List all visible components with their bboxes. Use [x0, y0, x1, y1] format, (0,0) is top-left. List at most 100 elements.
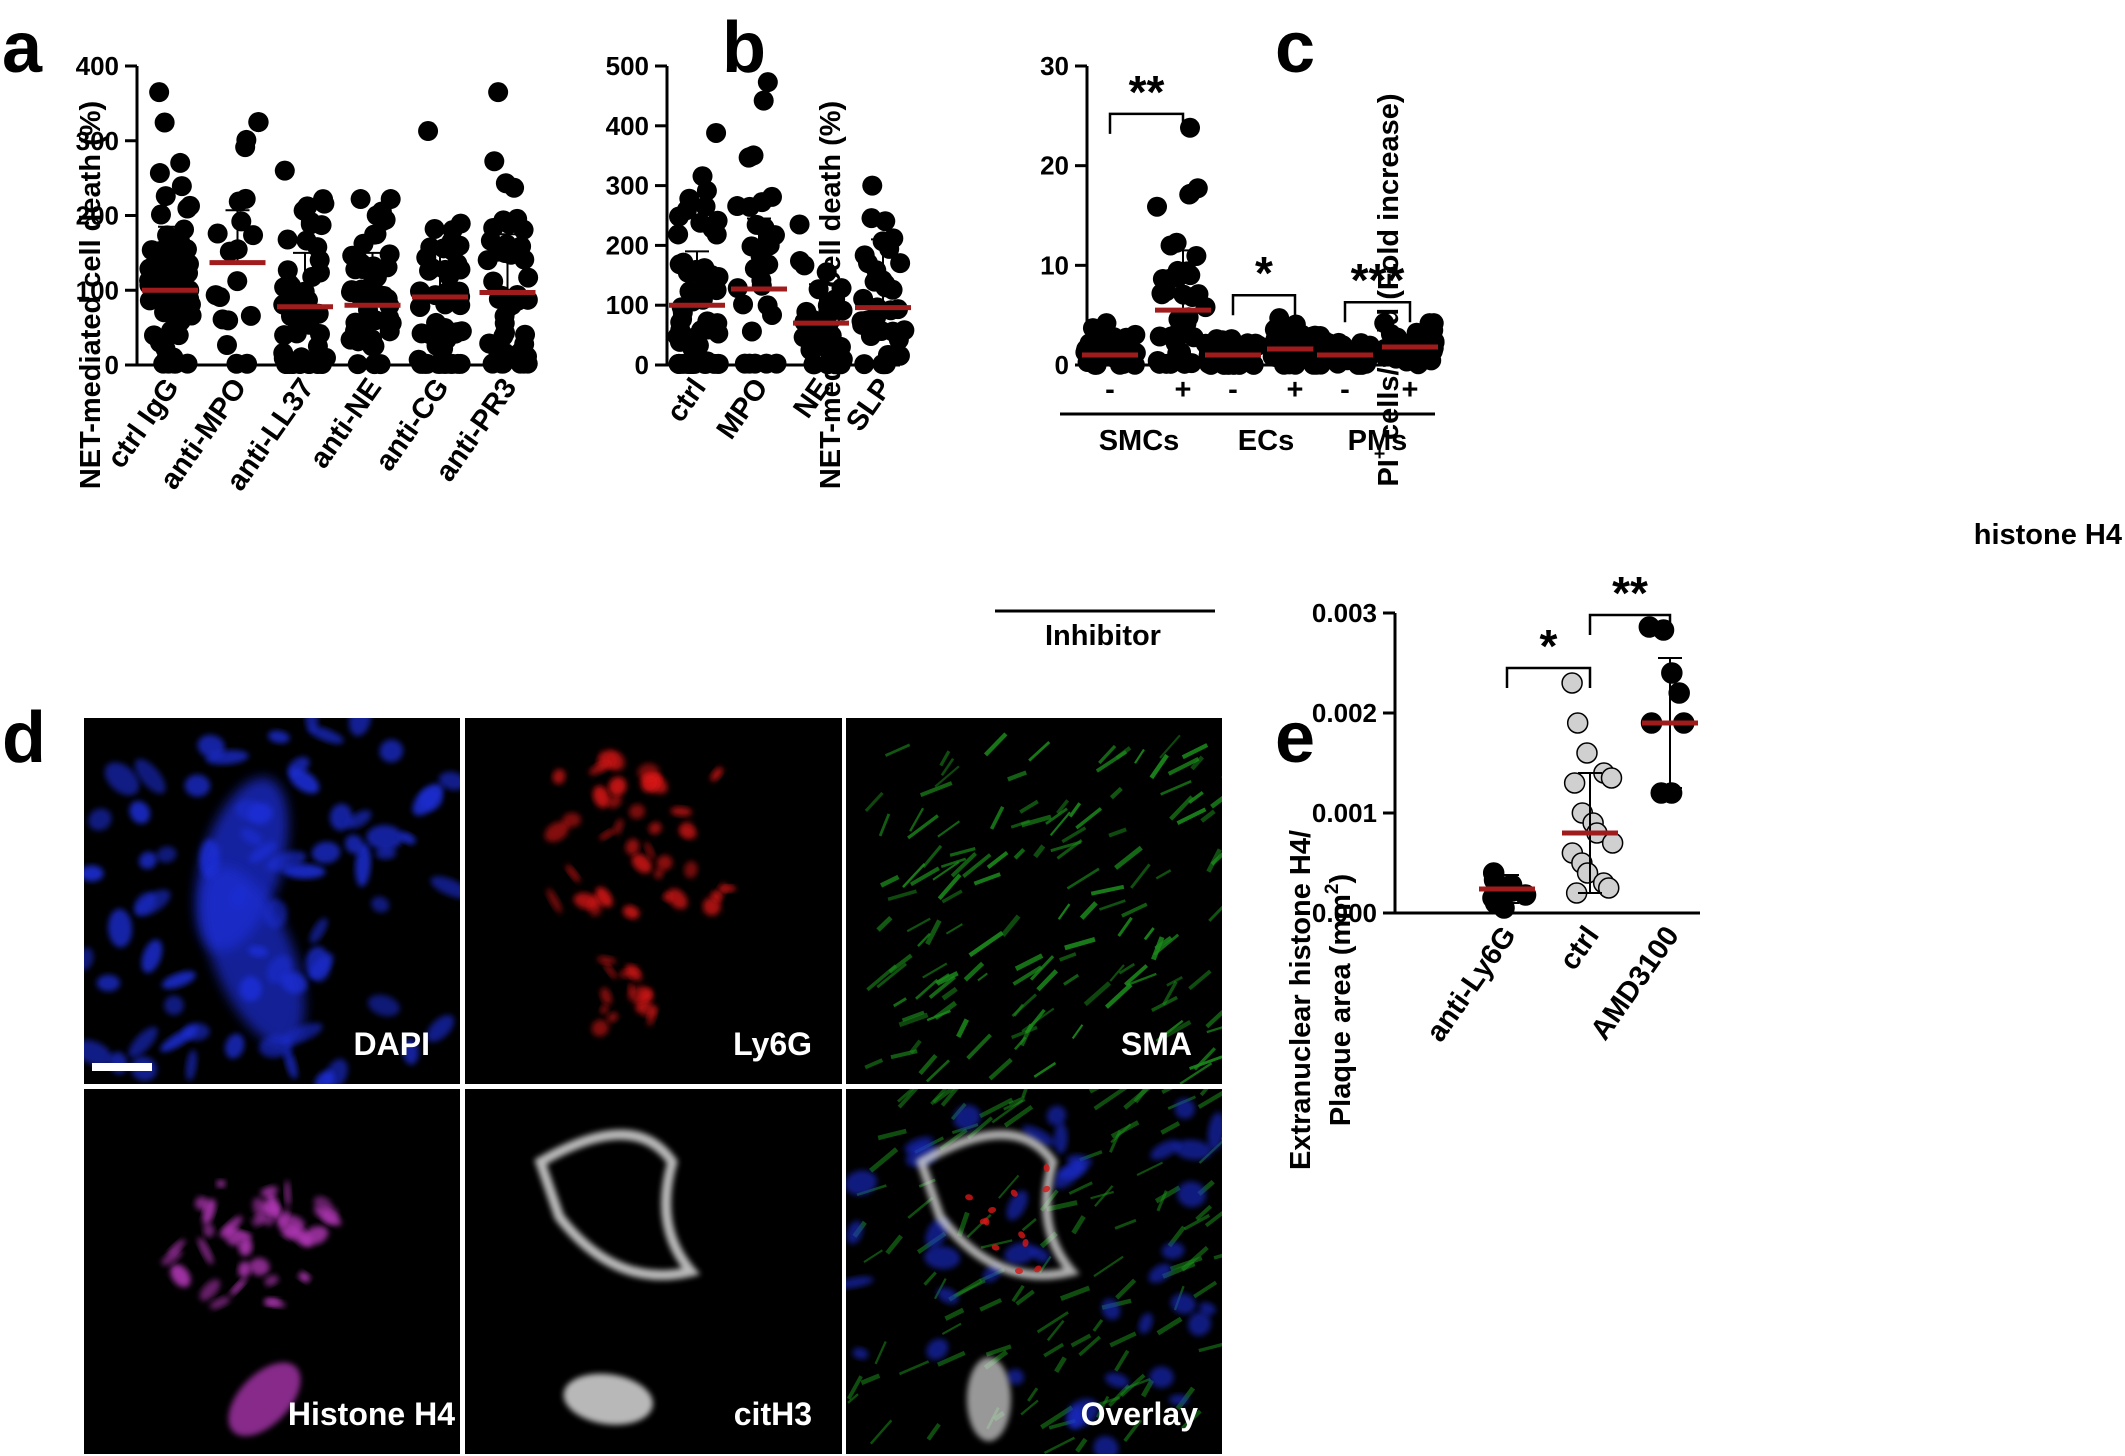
micrograph-texture [1003, 1104, 1034, 1128]
micrograph-texture [923, 1271, 937, 1286]
micrograph-texture [139, 851, 158, 869]
micrograph-texture [656, 855, 673, 871]
panel-letter-a: a [2, 8, 43, 88]
micrograph-texture [184, 774, 211, 797]
data-point [411, 323, 432, 344]
micrograph-texture [355, 843, 371, 887]
micrograph-texture [367, 994, 400, 1017]
data-point [1279, 324, 1300, 345]
micrograph-texture [1064, 937, 1096, 951]
data-point [1180, 117, 1201, 138]
micrograph-texture [941, 986, 958, 1001]
micrograph-texture [1083, 981, 1112, 1007]
micrograph-texture [1199, 1089, 1209, 1097]
micrograph-texture [1155, 869, 1172, 880]
micrograph-texture [1028, 740, 1051, 762]
micrograph-texture [199, 1279, 221, 1301]
micrograph-texture [591, 1019, 609, 1037]
data-point [1151, 284, 1172, 305]
micrograph-texture [607, 1012, 619, 1023]
micrograph-texture [1031, 1247, 1050, 1263]
micrograph-texture [108, 908, 133, 948]
panel-c-ylabel-main: PI [1373, 459, 1405, 486]
significance-stars: * [1255, 247, 1273, 299]
micrograph-texture [884, 743, 911, 757]
micrograph-texture [1063, 973, 1080, 986]
micrograph-texture [1121, 902, 1148, 918]
micrograph-texture [1003, 1098, 1026, 1111]
data-point [830, 336, 851, 357]
micrograph-texture [1078, 1335, 1101, 1357]
data-point [150, 204, 171, 225]
micrograph-texture [1066, 867, 1100, 890]
micrograph-texture [1174, 1098, 1195, 1119]
micrograph-texture [1027, 1387, 1039, 1402]
micrograph-texture [1188, 1312, 1212, 1336]
micrograph-texture [1181, 743, 1209, 760]
data-point [1566, 712, 1589, 734]
data-point [139, 270, 160, 291]
micrograph-texture [1095, 1395, 1110, 1419]
micrograph-texture [1040, 1405, 1074, 1430]
data-point [1668, 682, 1690, 704]
micrograph-texture [1188, 791, 1204, 804]
micrograph-texture [1140, 1379, 1155, 1398]
data-point [411, 353, 432, 374]
micrograph-texture [847, 1393, 859, 1404]
data-point [1396, 351, 1417, 372]
micrograph-texture [1079, 901, 1098, 920]
panel-b-group-label: Inhibitor [1045, 620, 1161, 652]
data-point [1285, 354, 1306, 375]
micrograph-texture [311, 841, 341, 864]
micrograph-texture [1104, 983, 1133, 1009]
micrograph-texture [1015, 1289, 1035, 1306]
micrograph-texture [264, 1275, 279, 1287]
micrograph-texture [1090, 884, 1125, 896]
data-point [483, 217, 504, 238]
micrograph-texture [915, 1130, 1080, 1280]
micrograph-texture [1155, 1019, 1184, 1042]
data-point [228, 191, 249, 212]
micrograph-texture [1013, 1003, 1025, 1017]
micrograph-texture [907, 814, 939, 840]
data-point [286, 323, 307, 344]
y-tick-label: 300 [76, 126, 119, 156]
panel-c-ylabel-sup: + [1370, 448, 1391, 459]
data-point [345, 320, 366, 341]
data-point [170, 311, 191, 332]
micrograph-texture [966, 1033, 992, 1060]
micrograph-texture [1157, 1020, 1192, 1042]
micrograph-texture [1090, 1190, 1114, 1200]
micrograph-texture [637, 763, 660, 782]
data-point [350, 189, 371, 210]
micrograph-texture [1013, 847, 1026, 860]
micrograph-texture [979, 1218, 988, 1225]
data-point [280, 306, 301, 327]
y-tick-label: 300 [606, 171, 649, 201]
micrograph-texture [216, 1179, 226, 1188]
micrograph-texture [863, 1249, 883, 1264]
data-point [692, 166, 713, 187]
significance-stars: ** [1612, 567, 1648, 619]
micrograph-texture [868, 1147, 899, 1173]
micrograph-texture [1114, 845, 1143, 870]
data-point [854, 245, 875, 266]
data-point [450, 259, 471, 280]
data-point [706, 122, 727, 143]
micrograph-texture [678, 825, 698, 840]
micrograph-label-ly6g: Ly6G [733, 1026, 812, 1062]
micrograph-texture [869, 1419, 893, 1445]
micrograph-texture [298, 1271, 311, 1283]
micrograph-texture [625, 838, 640, 855]
micrograph-texture [1093, 1435, 1119, 1454]
condition-label: + [1287, 374, 1304, 406]
micrograph-texture [1011, 1025, 1038, 1040]
micrograph-texture [164, 995, 184, 1016]
micrograph-texture [989, 806, 1005, 830]
data-point [279, 354, 300, 375]
micrograph-texture [1046, 1200, 1078, 1212]
micrograph-texture [228, 1362, 301, 1436]
micrograph-texture [209, 1296, 231, 1310]
micrograph-texture [552, 769, 566, 785]
micrograph-texture [1130, 863, 1151, 889]
